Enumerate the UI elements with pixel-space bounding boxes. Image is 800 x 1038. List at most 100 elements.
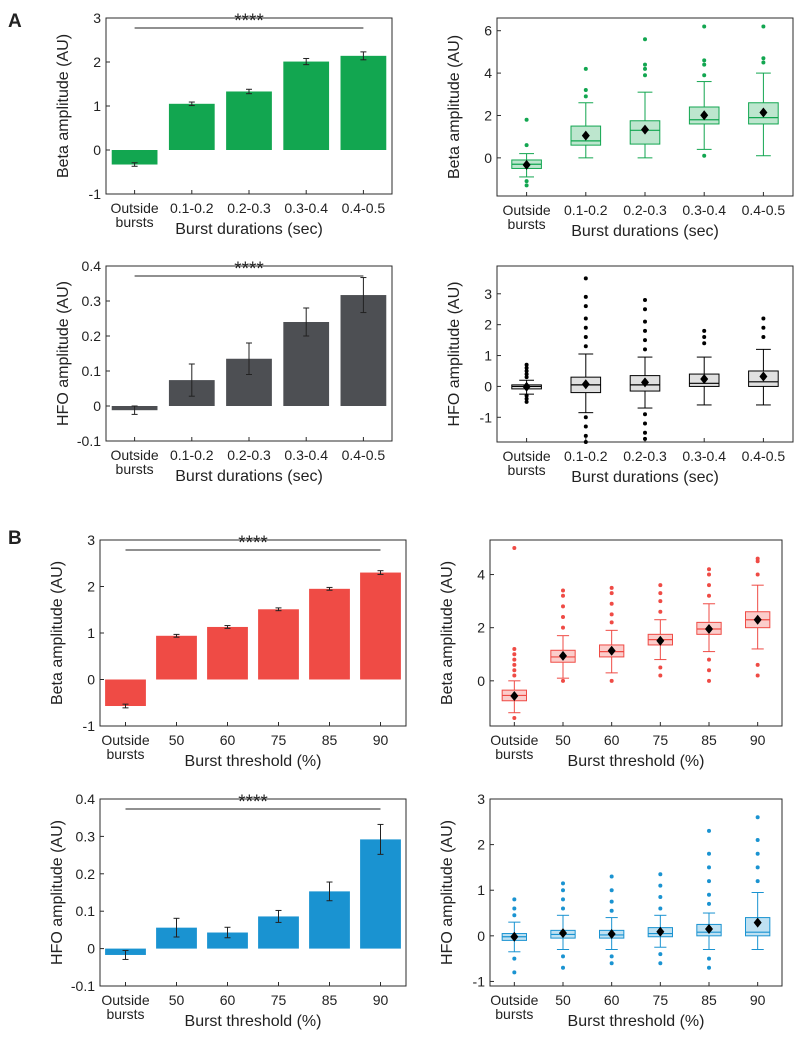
x-tick-label: 50 [555,992,571,1008]
chart-b-bar-beta: -1 0 1 2 3 Outside bursts 50 60 75 85 90 Burst thres… [49,532,407,770]
x-tick-label: 0.4-0.5 [742,202,786,218]
y-tick-label: 4 [477,567,485,583]
significance-stars: **** [238,792,268,813]
x-tick-label: 0.3-0.4 [682,202,726,218]
outlier-point [609,585,614,590]
y-tick-label: 3 [93,10,101,26]
bar [226,91,272,150]
outlier-point [643,319,647,324]
outlier-point [658,952,663,957]
outlier-point [583,94,588,99]
x-tick-label: 0.4-0.5 [342,200,386,216]
outlier-point [761,56,766,61]
x-tick-label: 50 [169,992,185,1008]
outlier-point [643,421,647,426]
outlier-point [643,297,647,302]
outlier-point [755,556,760,561]
outlier-point [702,328,707,333]
x-tick-label: Outside bursts [110,200,158,230]
chart-a-box-beta: 0 2 4 6 Outside bursts 0.1-0.2 0.2-0.3 0.3-0.4 0.… [446,17,794,240]
y-tick-label: 0 [87,941,95,957]
y-tick-label: 0.3 [76,828,96,844]
outlier-point [702,153,707,158]
outlier-point [643,338,647,343]
y-tick-label: -0.1 [77,433,101,449]
y-tick-label: 0.4 [82,258,102,274]
outlier-point [707,879,711,884]
mean-marker [581,379,590,390]
outlier-point [512,673,517,678]
y-tick-label: 0.4 [76,791,96,807]
y-tick-label: -1 [83,718,96,734]
x-tick-label: Outside bursts [502,202,550,232]
y-tick-label: 2 [87,579,95,595]
x-tick-label: Outside bursts [101,732,149,762]
y-tick-label: 0 [93,142,101,158]
outlier-point [524,399,529,404]
bar [207,932,248,949]
bar [156,635,197,680]
x-tick-label: Outside bursts [502,448,550,478]
outlier-point [707,851,711,856]
outlier-point [609,908,614,913]
x-tick-label: 50 [169,732,185,748]
outlier-point [658,872,663,877]
mean-marker [607,929,616,940]
x-tick-label: 0.3-0.4 [284,200,328,216]
outlier-point [561,593,565,598]
outlier-point [643,62,647,67]
bar [283,61,330,151]
outlier-point [643,73,647,78]
outlier-point [643,307,647,312]
x-axis-title: Burst durations (sec) [175,468,323,485]
outlier-point [561,897,565,902]
bar [105,679,146,707]
x-tick-label: 0.2-0.3 [623,448,667,464]
x-tick-label: 50 [555,732,571,748]
y-axis-title: Beta amplitude (AU) [55,34,72,178]
y-axis-title: Beta amplitude (AU) [446,35,463,179]
mean-marker [522,159,531,170]
x-axis-title: Burst durations (sec) [571,469,719,486]
outlier-point [561,965,565,970]
outlier-point [583,325,588,330]
x-tick-label: 0.1-0.2 [170,200,214,216]
outlier-point [583,304,588,309]
y-tick-label: 0 [477,673,485,689]
outlier-point [512,970,517,975]
outlier-point [658,895,663,900]
outlier-point [524,143,529,148]
mean-marker [510,931,519,942]
x-tick-label: Outside bursts [490,992,538,1022]
x-tick-label: 75 [271,992,287,1008]
outlier-point [755,865,760,870]
outlier-point [583,415,588,420]
outlier-point [512,545,517,550]
x-tick-label: 0.2-0.3 [227,447,271,463]
chart-b-box-hfo: -1 0 1 2 3 Outside bursts 50 60 75 85 90 Burst thres… [439,791,783,1030]
y-tick-label: 0.3 [82,293,102,309]
panel-label-b: B [8,528,22,549]
x-tick-label: 0.3-0.4 [284,447,328,463]
mean-marker [656,926,665,937]
outlier-point [524,393,529,398]
mean-marker [705,923,713,934]
x-tick-label: 75 [653,732,669,748]
outlier-point [609,620,614,625]
y-tick-label: 2 [93,54,101,70]
y-axis-title: Beta amplitude (AU) [49,561,66,705]
outlier-point [707,892,711,897]
y-tick-label: 2 [484,107,492,123]
x-axis-title: Burst threshold (%) [568,753,705,770]
x-tick-label: Outside bursts [490,732,538,762]
outlier-point [583,66,588,71]
y-tick-label: 1 [87,625,95,641]
panel-label-a: A [8,11,22,32]
y-axis-title: HFO amplitude (AU) [439,820,456,965]
outlier-point [512,716,517,721]
outlier-point [561,678,565,683]
outlier-point [755,572,760,577]
outlier-point [658,906,663,911]
outlier-point [702,73,707,78]
mean-marker [581,130,590,141]
